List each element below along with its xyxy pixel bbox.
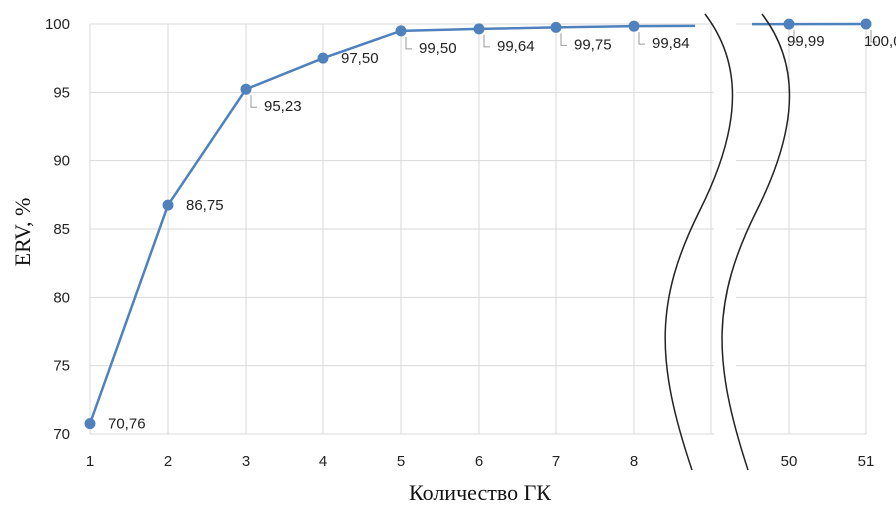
data-label: 99,50 bbox=[419, 40, 457, 57]
y-tick-label: 90 bbox=[53, 153, 70, 170]
axis-break-line-right bbox=[721, 13, 791, 471]
x-tick-labels: 1 2 3 4 5 6 7 8 50 51 bbox=[86, 453, 875, 470]
y-tick-label: 75 bbox=[53, 358, 70, 375]
data-label-leader bbox=[793, 30, 800, 43]
data-point bbox=[860, 18, 872, 30]
y-tick-label: 85 bbox=[53, 221, 70, 238]
x-axis-title: Количество ГК bbox=[409, 480, 551, 505]
gridlines bbox=[89, 23, 867, 435]
data-label: 99,84 bbox=[652, 35, 690, 52]
data-point bbox=[240, 83, 252, 95]
data-label: 86,75 bbox=[186, 197, 224, 214]
y-tick-label: 80 bbox=[53, 289, 70, 306]
y-tick-label: 95 bbox=[53, 84, 70, 101]
data-label: 99,64 bbox=[497, 38, 535, 55]
data-point bbox=[628, 20, 640, 32]
data-label: 95,23 bbox=[264, 98, 302, 115]
y-tick-label: 70 bbox=[53, 426, 70, 443]
x-tick-label: 4 bbox=[319, 453, 327, 470]
data-label: 70,76 bbox=[108, 416, 146, 433]
x-tick-label: 8 bbox=[630, 453, 638, 470]
y-tick-label: 100 bbox=[45, 16, 70, 33]
y-tick-labels: 70 75 80 85 90 95 100 bbox=[45, 16, 70, 443]
data-label: 99,75 bbox=[574, 36, 612, 53]
x-tick-label: 7 bbox=[552, 453, 560, 470]
data-point bbox=[473, 23, 485, 35]
x-tick-label: 3 bbox=[242, 453, 250, 470]
series-line-left bbox=[88, 24, 696, 425]
data-label-leader bbox=[405, 36, 412, 50]
data-point bbox=[395, 25, 407, 37]
data-point bbox=[162, 199, 174, 211]
data-point bbox=[783, 18, 795, 30]
axis-break bbox=[664, 13, 791, 471]
data-label-leader bbox=[483, 34, 490, 48]
x-tick-label: 50 bbox=[781, 453, 798, 470]
axis-break-band bbox=[714, 14, 736, 466]
data-point bbox=[550, 21, 562, 33]
axis-break-line-left bbox=[664, 13, 734, 471]
data-point bbox=[84, 418, 96, 430]
x-tick-label: 5 bbox=[397, 453, 405, 470]
x-tick-label: 1 bbox=[86, 453, 94, 470]
data-label-leader bbox=[638, 32, 645, 45]
data-label-leader bbox=[560, 33, 567, 46]
data-point bbox=[317, 52, 329, 64]
data-labels: 70,76 86,75 95,23 97,50 99,50 99,64 99,75 99,84… bbox=[108, 30, 896, 433]
y-axis-title: ERV, % bbox=[10, 198, 35, 267]
data-label: 100,00 bbox=[864, 33, 896, 50]
x-tick-label: 51 bbox=[858, 453, 875, 470]
data-label-leader bbox=[870, 30, 877, 43]
data-label-leader bbox=[250, 95, 257, 108]
data-label: 97,50 bbox=[341, 50, 379, 67]
x-tick-label: 6 bbox=[475, 453, 483, 470]
data-points bbox=[84, 18, 872, 430]
x-tick-label: 2 bbox=[164, 453, 172, 470]
data-label: 99,99 bbox=[787, 33, 825, 50]
